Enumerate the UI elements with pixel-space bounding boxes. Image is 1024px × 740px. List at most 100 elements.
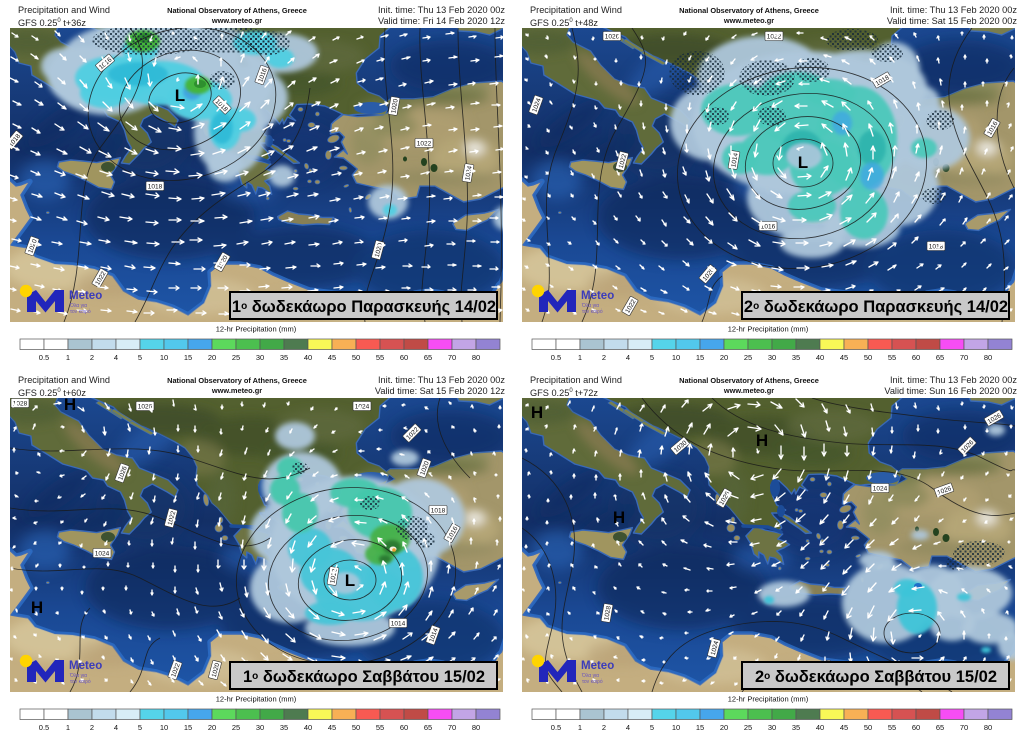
svg-text:50: 50: [864, 723, 872, 732]
svg-text:L: L: [175, 86, 185, 105]
svg-text:1012: 1012: [329, 568, 338, 584]
svg-text:1024: 1024: [710, 640, 721, 656]
svg-text:1024: 1024: [873, 486, 888, 493]
svg-text:Όλα για: Όλα για: [581, 673, 599, 679]
svg-text:0.5: 0.5: [551, 353, 561, 362]
svg-text:65: 65: [936, 723, 944, 732]
svg-text:H: H: [756, 431, 768, 450]
svg-text:1018: 1018: [431, 508, 446, 515]
svg-text:1: 1: [66, 353, 70, 362]
svg-text:30: 30: [256, 723, 264, 732]
svg-text:50: 50: [352, 723, 360, 732]
svg-text:1024: 1024: [95, 551, 110, 558]
svg-text:2ο δωδεκάωρο Σαββάτου 15/02: 2ο δωδεκάωρο Σαββάτου 15/02: [755, 668, 997, 686]
svg-text:12-hr Precipitation (mm): 12-hr Precipitation (mm): [728, 325, 809, 334]
svg-text:35: 35: [792, 723, 800, 732]
svg-text:15: 15: [696, 353, 704, 362]
svg-text:5: 5: [650, 353, 654, 362]
svg-text:5: 5: [138, 353, 142, 362]
svg-text:2ο δωδεκάωρο Παρασκευής 14/02: 2ο δωδεκάωρο Παρασκευής 14/02: [744, 298, 1008, 316]
svg-text:60: 60: [400, 723, 408, 732]
svg-text:25: 25: [232, 353, 240, 362]
svg-text:40: 40: [304, 353, 312, 362]
svg-text:Meteo: Meteo: [581, 290, 614, 302]
svg-text:60: 60: [912, 723, 920, 732]
svg-text:55: 55: [888, 723, 896, 732]
svg-text:25: 25: [744, 723, 752, 732]
svg-text:70: 70: [960, 353, 968, 362]
svg-text:65: 65: [424, 723, 432, 732]
svg-text:Meteo: Meteo: [69, 660, 102, 672]
svg-text:5: 5: [138, 723, 142, 732]
svg-text:55: 55: [376, 353, 384, 362]
svg-text:65: 65: [936, 353, 944, 362]
svg-text:1020: 1020: [419, 460, 431, 476]
svg-text:1016: 1016: [761, 224, 776, 231]
svg-text:5: 5: [650, 723, 654, 732]
svg-text:1022: 1022: [618, 153, 629, 169]
svg-text:30: 30: [768, 353, 776, 362]
svg-text:1026: 1026: [117, 465, 129, 481]
svg-text:1016: 1016: [257, 67, 269, 83]
svg-text:1024: 1024: [355, 404, 370, 411]
svg-text:20: 20: [208, 723, 216, 732]
svg-text:30: 30: [256, 353, 264, 362]
svg-text:1026: 1026: [138, 404, 153, 411]
svg-text:50: 50: [864, 353, 872, 362]
svg-text:1014: 1014: [730, 152, 739, 168]
svg-text:1026: 1026: [605, 34, 620, 41]
svg-text:1ο δωδεκάωρο Παρασκευής 14/02: 1ο δωδεκάωρο Παρασκευής 14/02: [232, 298, 496, 316]
svg-text:45: 45: [328, 353, 336, 362]
svg-text:1ο δωδεκάωρο Σαββάτου 15/02: 1ο δωδεκάωρο Σαββάτου 15/02: [243, 668, 485, 686]
svg-text:70: 70: [960, 723, 968, 732]
svg-text:15: 15: [184, 353, 192, 362]
svg-text:0.5: 0.5: [39, 353, 49, 362]
svg-text:10: 10: [160, 353, 168, 362]
svg-text:15: 15: [184, 723, 192, 732]
svg-text:Όλα για: Όλα για: [581, 303, 599, 309]
svg-text:35: 35: [792, 353, 800, 362]
svg-text:Όλα για: Όλα για: [69, 673, 87, 679]
svg-text:1: 1: [66, 723, 70, 732]
svg-text:60: 60: [912, 353, 920, 362]
svg-text:1028: 1028: [13, 401, 28, 408]
svg-text:1018: 1018: [148, 184, 163, 191]
svg-text:40: 40: [816, 723, 824, 732]
svg-text:4: 4: [114, 353, 118, 362]
svg-text:40: 40: [816, 353, 824, 362]
svg-text:40: 40: [304, 723, 312, 732]
svg-text:45: 45: [840, 723, 848, 732]
svg-text:12-hr Precipitation (mm): 12-hr Precipitation (mm): [216, 695, 297, 704]
svg-text:1018: 1018: [929, 244, 944, 251]
svg-text:20: 20: [208, 353, 216, 362]
svg-text:4: 4: [626, 353, 630, 362]
svg-text:30: 30: [768, 723, 776, 732]
svg-text:45: 45: [328, 723, 336, 732]
svg-text:70: 70: [448, 353, 456, 362]
svg-text:20: 20: [720, 723, 728, 732]
svg-text:80: 80: [984, 353, 992, 362]
svg-text:H: H: [613, 508, 625, 527]
svg-text:1022: 1022: [417, 141, 432, 148]
svg-text:2: 2: [602, 723, 606, 732]
svg-text:80: 80: [472, 723, 480, 732]
svg-text:12-hr Precipitation (mm): 12-hr Precipitation (mm): [728, 695, 809, 704]
svg-text:0.5: 0.5: [39, 723, 49, 732]
svg-text:L: L: [798, 153, 808, 172]
svg-text:1020: 1020: [374, 242, 385, 258]
svg-text:45: 45: [840, 353, 848, 362]
svg-text:1024: 1024: [464, 165, 473, 181]
svg-text:20: 20: [720, 353, 728, 362]
svg-text:Όλα για: Όλα για: [69, 303, 87, 309]
svg-text:55: 55: [888, 353, 896, 362]
svg-text:0.5: 0.5: [551, 723, 561, 732]
svg-text:τον καιρό: τον καιρό: [582, 678, 603, 685]
svg-text:H: H: [64, 398, 76, 414]
svg-text:1026: 1026: [936, 485, 952, 497]
svg-text:35: 35: [280, 353, 288, 362]
svg-text:1020: 1020: [27, 238, 39, 254]
svg-text:τον καιρό: τον καιρό: [70, 308, 91, 315]
svg-text:1: 1: [578, 353, 582, 362]
svg-text:2: 2: [90, 723, 94, 732]
svg-text:1020: 1020: [211, 662, 222, 678]
